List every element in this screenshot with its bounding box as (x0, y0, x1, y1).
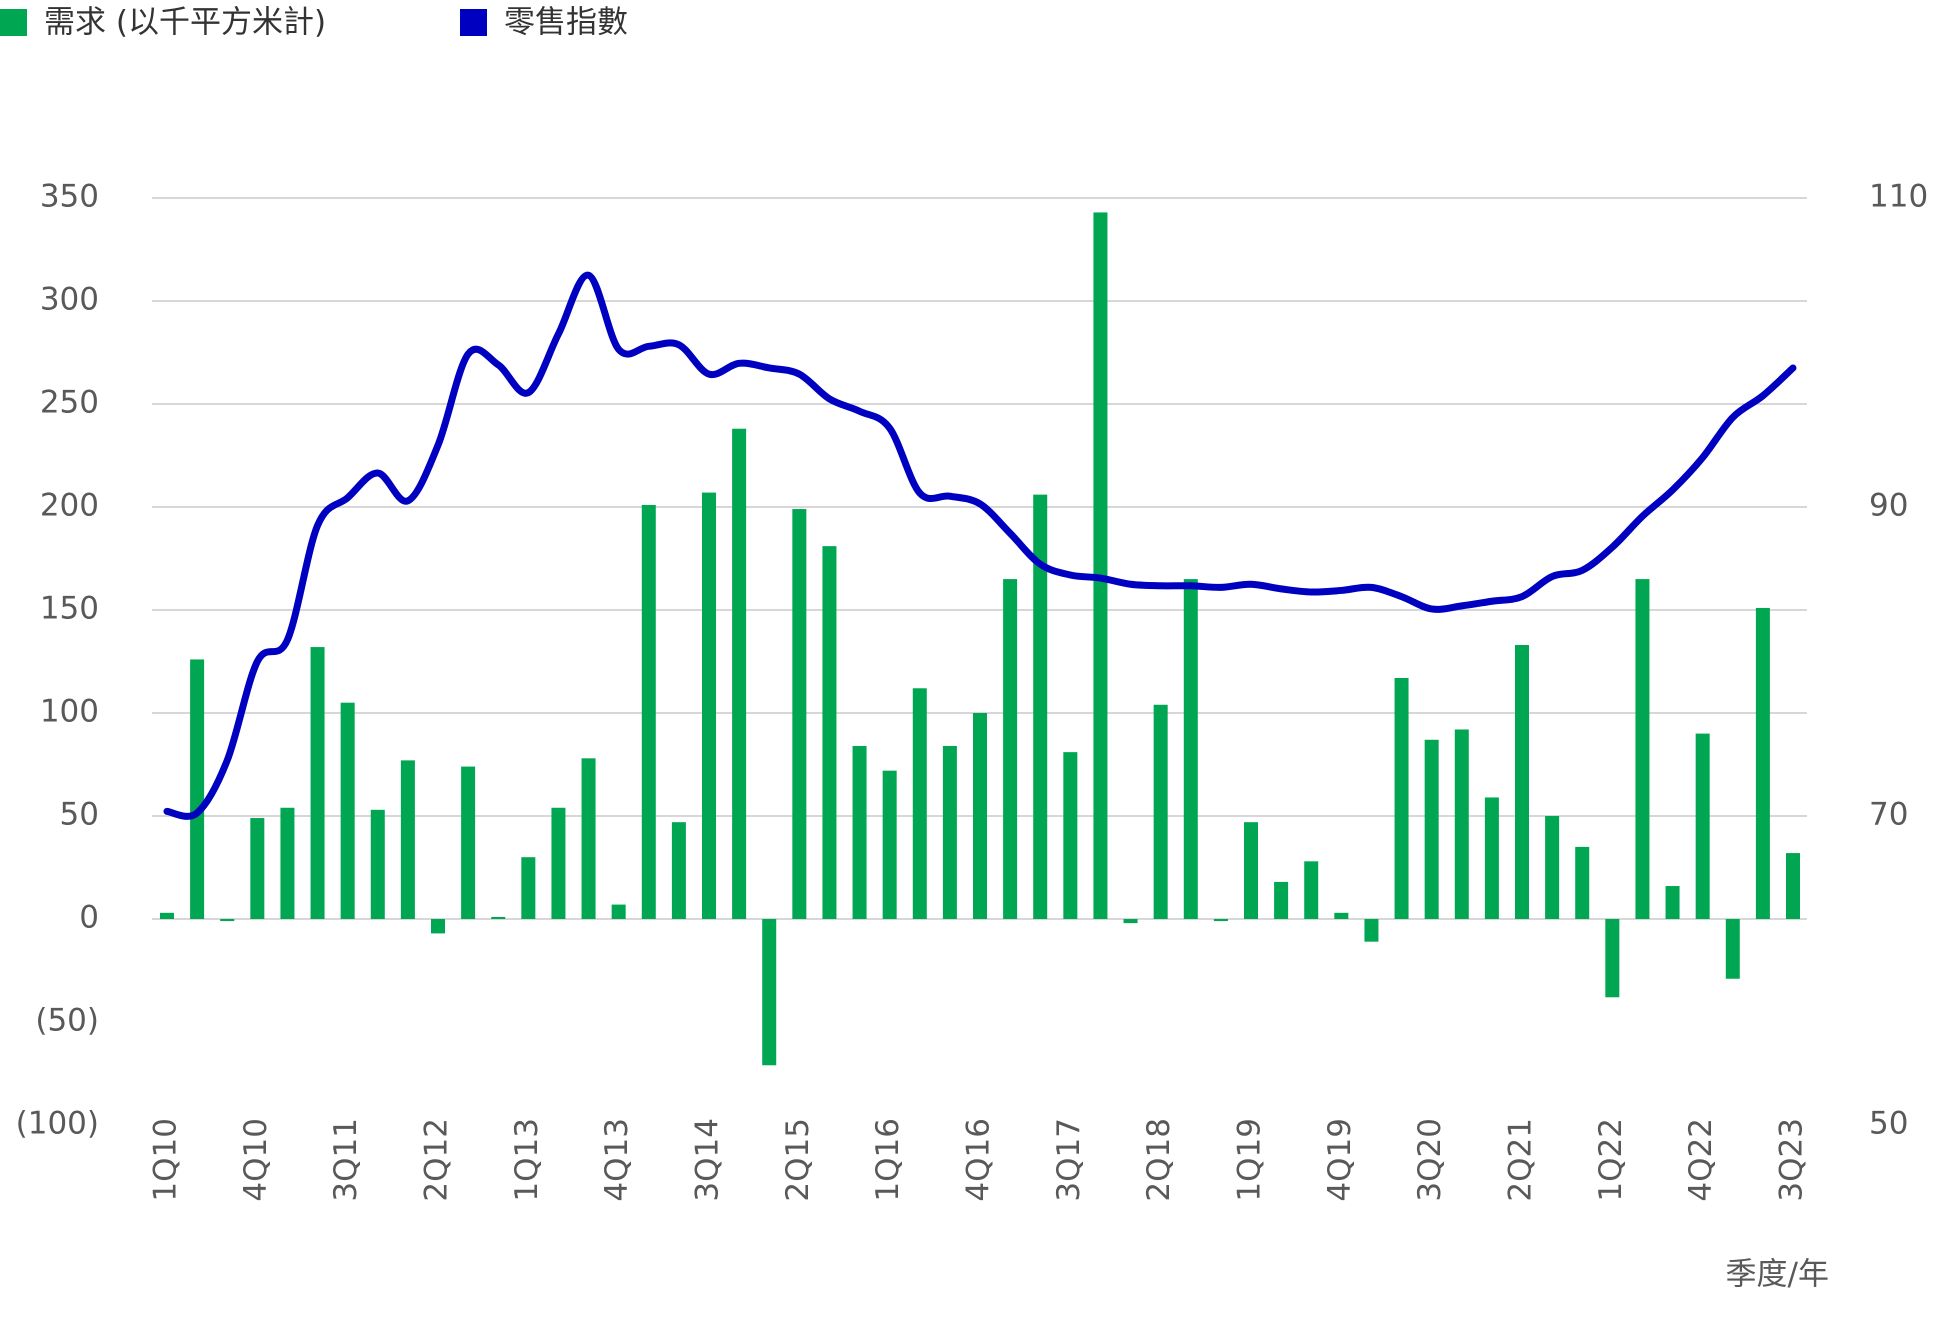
bar (822, 546, 837, 919)
bar (1605, 919, 1620, 998)
bar (792, 509, 807, 919)
x-tick-label: 2Q12 (419, 1118, 455, 1202)
y-tick-label: 200 (40, 488, 99, 524)
bar (1334, 912, 1349, 919)
x-tick-label: 3Q23 (1774, 1118, 1810, 1202)
bar (1575, 846, 1590, 919)
x-tick-label: 1Q13 (509, 1118, 545, 1202)
bar (1786, 853, 1800, 919)
bar (310, 647, 325, 919)
x-tick-label: 4Q10 (238, 1118, 274, 1202)
legend-swatch (0, 9, 27, 36)
bar (1545, 816, 1560, 919)
bar (942, 745, 957, 919)
y-tick-label: 100 (40, 694, 99, 730)
legend-label: 零售指數 (504, 5, 628, 41)
bar (581, 758, 596, 919)
y2-tick-label: 70 (1869, 797, 1908, 833)
x-tick-label: 3Q17 (1051, 1118, 1087, 1202)
x-tick-label: 3Q20 (1412, 1118, 1448, 1202)
bar (1274, 881, 1289, 919)
legend-swatch (460, 9, 487, 36)
y2-tick-label: 110 (1869, 179, 1928, 215)
y-tick-label: 50 (60, 797, 99, 833)
x-tick-label: 1Q10 (148, 1118, 184, 1202)
bar (1484, 797, 1499, 919)
bar (220, 919, 235, 922)
bar (551, 807, 566, 919)
bar (250, 818, 265, 919)
bar (1364, 919, 1379, 942)
bar (973, 713, 987, 919)
line (163, 271, 1797, 820)
x-tick-label: 1Q19 (1232, 1118, 1268, 1202)
bar (1515, 645, 1529, 919)
x-tick-label: 3Q14 (690, 1118, 726, 1202)
bar (1153, 704, 1168, 919)
bar (732, 428, 747, 919)
bar (370, 809, 385, 919)
bar (1213, 919, 1228, 922)
legend: 需求 (以千平方米計) 零售指數 (0, 5, 628, 41)
y-tick-label: 0 (79, 900, 99, 936)
x-tick-label: 4Q16 (961, 1118, 997, 1202)
bar (340, 702, 355, 919)
x-tick-label: 2Q15 (780, 1118, 816, 1202)
bar (160, 912, 174, 919)
bar (431, 919, 445, 934)
y-tick-label: (50) (35, 1003, 99, 1039)
x-tick-label: 3Q11 (328, 1118, 364, 1202)
bar (852, 745, 867, 919)
bar (611, 904, 626, 919)
bar (1454, 729, 1469, 919)
bar (1695, 733, 1710, 919)
bar (1635, 579, 1650, 919)
y-tick-label: 150 (40, 591, 99, 627)
legend-label: 需求 (以千平方米計) (44, 5, 326, 41)
bar (1063, 752, 1078, 919)
x-tick-label: 1Q22 (1593, 1118, 1629, 1202)
bar (280, 807, 295, 919)
bar (1725, 919, 1740, 979)
bar (762, 919, 777, 1066)
bar (1394, 677, 1409, 919)
bar (1244, 822, 1258, 919)
x-tick-label: 2Q21 (1503, 1118, 1539, 1202)
bar (1304, 861, 1319, 919)
bar (912, 688, 927, 919)
x-tick-label: 4Q19 (1322, 1118, 1358, 1202)
bar (1003, 579, 1018, 919)
y2-tick-label: 50 (1869, 1106, 1908, 1142)
y2-tick-label: 90 (1869, 488, 1908, 524)
bar (671, 822, 686, 919)
y-tick-label: 250 (40, 385, 99, 421)
bar (641, 504, 656, 919)
bar (882, 770, 897, 919)
y-tick-label: 300 (40, 282, 99, 318)
bar (521, 857, 536, 919)
bar (1033, 494, 1048, 919)
bar (1123, 919, 1138, 924)
x-tick-label: 4Q13 (599, 1118, 635, 1202)
bar (400, 760, 415, 919)
bar (491, 916, 506, 919)
x-tick-label: 4Q22 (1683, 1118, 1719, 1202)
x-axis-label: 季度/年 (1726, 1257, 1829, 1293)
x-tick-label: 1Q16 (870, 1118, 906, 1202)
bar (1183, 579, 1198, 919)
y-tick-label: (100) (16, 1106, 99, 1142)
bar (1424, 739, 1439, 919)
y-tick-label: 350 (40, 179, 99, 215)
bar (1665, 886, 1680, 919)
bar (461, 766, 476, 919)
bar (702, 492, 716, 919)
x-tick-label: 2Q18 (1141, 1118, 1177, 1202)
bar (1755, 607, 1770, 919)
bar (190, 659, 205, 919)
bar (1093, 212, 1108, 920)
